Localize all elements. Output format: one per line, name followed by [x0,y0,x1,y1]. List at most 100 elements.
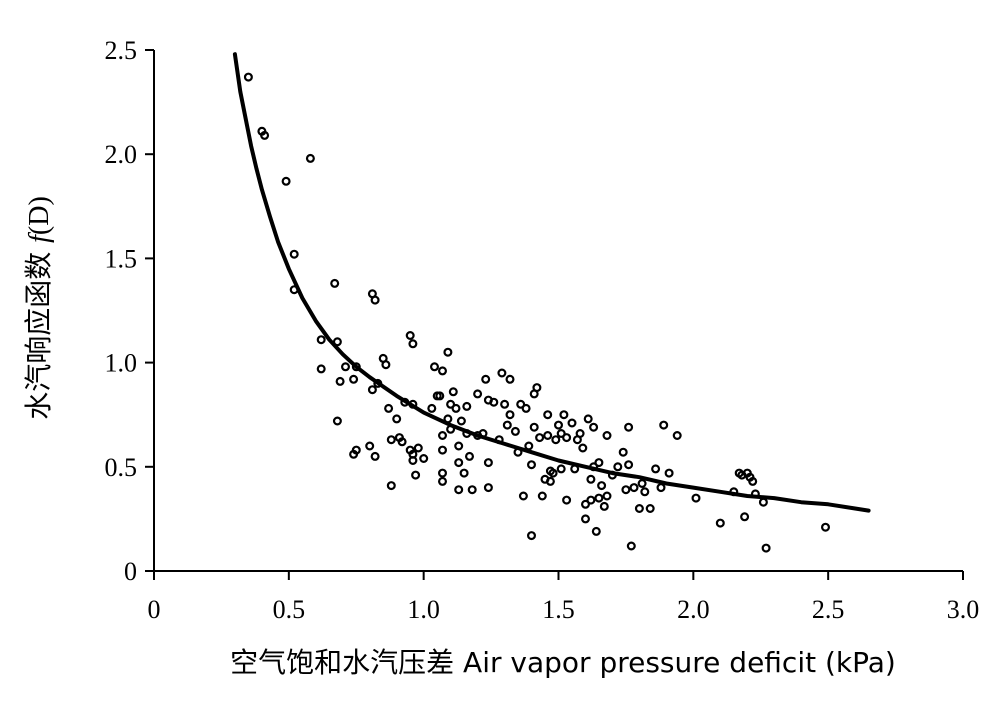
data-point [438,476,448,486]
data-point [589,422,599,432]
data-point [411,470,421,480]
data-point [624,422,634,432]
data-point [332,416,342,426]
data-point [408,339,418,349]
data-point [419,454,429,464]
data-point [516,399,526,409]
x-tick-label: 3.0 [947,595,980,624]
data-point [562,495,572,505]
data-point [758,497,768,507]
data-point [497,368,507,378]
y-axis-title: 水汽响应函数 f(D) [22,196,55,420]
y-tick-label: 0 [124,557,137,586]
data-point [664,468,674,478]
data-point [602,491,612,501]
data-point [591,526,601,536]
data-point [502,420,512,430]
data-point [624,460,634,470]
data-point [465,451,475,461]
data-point [446,399,456,409]
data-point [438,366,448,376]
data-point [456,416,466,426]
data-point [651,464,661,474]
data-point [521,403,531,413]
data-point [505,374,515,384]
x-tick-label: 2.5 [812,595,845,624]
data-point [316,335,326,345]
x-axis-title: 空气饱和水汽压差 Air vapor pressure deficit (kPa… [230,646,896,679]
data-point [365,441,375,451]
data-point [500,399,510,409]
data-point [341,362,351,372]
data-point [443,347,453,357]
data-point [413,443,423,453]
data-point [556,464,566,474]
x-tick-label: 1.5 [542,595,575,624]
data-point [427,403,437,413]
data-point [529,422,539,432]
data-point [526,460,536,470]
data-point [578,443,588,453]
data-point [621,485,631,495]
data-point [438,445,448,455]
data-point [556,429,566,439]
data-point [535,433,545,443]
data-point [559,410,569,420]
data-point [645,504,655,514]
data-point [467,485,477,495]
data-point [386,435,396,445]
data-point [580,499,590,509]
data-point [748,476,758,486]
y-axis: 0 0.5 1.0 1.5 2.0 2.5 [105,36,155,586]
data-point [618,447,628,457]
data-point [405,331,415,341]
data-point [532,383,542,393]
data-point [548,468,558,478]
data-point [260,130,270,140]
data-point [351,445,361,455]
data-point [629,483,639,493]
data-point [289,249,299,259]
data-point [637,479,647,489]
data-point [543,410,553,420]
data-point [438,468,448,478]
data-point [640,487,650,497]
data-point [332,337,342,347]
data-point [586,474,596,484]
data-point [613,462,623,472]
x-tick-label: 0 [148,595,161,624]
data-point [459,468,469,478]
data-point [543,431,553,441]
data-point [551,435,561,445]
plot-area [232,52,871,553]
data-point [370,451,380,461]
data-point [384,403,394,413]
data-point [281,176,291,186]
x-tick-label: 2.0 [677,595,710,624]
data-point [473,389,483,399]
data-point [462,401,472,411]
data-point [316,364,326,374]
data-point [575,429,585,439]
data-point [305,153,315,163]
data-point [634,504,644,514]
fit-curve [232,52,871,513]
data-point [545,476,555,486]
data-point [430,362,440,372]
data-point [243,72,253,82]
data-point [594,493,604,503]
data-point [526,531,536,541]
data-point [481,374,491,384]
y-axis-title-var: (D) [24,196,55,235]
y-axis-title-f: f [24,232,55,243]
data-point [335,376,345,386]
data-point [330,278,340,288]
data-point [567,418,577,428]
data-point [599,501,609,511]
data-point [510,426,520,436]
data-point [435,391,445,401]
data-point [820,522,830,532]
data-point [489,397,499,407]
y-axis-title-main: 水汽响应函数 [22,243,55,420]
